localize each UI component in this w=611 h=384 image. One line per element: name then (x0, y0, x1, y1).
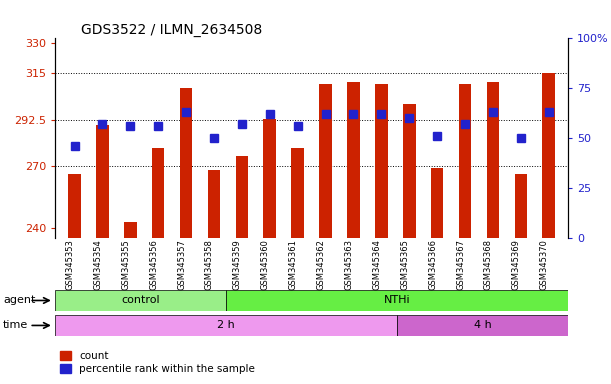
FancyBboxPatch shape (55, 315, 397, 336)
Text: GSM345370: GSM345370 (540, 239, 549, 290)
Bar (291, 147, 304, 238)
Bar (459, 84, 471, 238)
Text: GSM345354: GSM345354 (93, 239, 103, 290)
Text: GSM345353: GSM345353 (65, 239, 75, 290)
Bar (431, 168, 444, 238)
Bar (208, 170, 220, 238)
Bar (236, 156, 248, 238)
Bar (486, 82, 499, 238)
Text: agent: agent (3, 295, 35, 305)
Text: time: time (3, 320, 28, 330)
FancyBboxPatch shape (397, 315, 568, 336)
Text: GSM345359: GSM345359 (233, 239, 242, 290)
Text: GSM345355: GSM345355 (122, 239, 130, 290)
Text: GSM345360: GSM345360 (261, 239, 270, 290)
Bar (320, 84, 332, 238)
Bar (403, 104, 415, 238)
Bar (375, 84, 387, 238)
Text: GSM345367: GSM345367 (456, 239, 465, 290)
Bar (96, 125, 109, 238)
Bar (68, 174, 81, 238)
FancyBboxPatch shape (55, 290, 226, 311)
Text: GSM345357: GSM345357 (177, 239, 186, 290)
Text: NTHi: NTHi (384, 295, 411, 306)
Text: GSM345365: GSM345365 (400, 239, 409, 290)
Text: GSM345358: GSM345358 (205, 239, 214, 290)
Bar (514, 174, 527, 238)
Text: GSM345368: GSM345368 (484, 239, 493, 290)
Text: GDS3522 / ILMN_2634508: GDS3522 / ILMN_2634508 (81, 23, 262, 37)
Text: GSM345363: GSM345363 (345, 239, 353, 290)
Text: 2 h: 2 h (217, 320, 235, 331)
Text: control: control (121, 295, 160, 306)
Bar (543, 73, 555, 238)
Text: GSM345361: GSM345361 (288, 239, 298, 290)
Text: GSM345364: GSM345364 (372, 239, 381, 290)
Bar (152, 147, 164, 238)
Text: GSM345362: GSM345362 (316, 239, 326, 290)
Text: GSM345356: GSM345356 (149, 239, 158, 290)
Text: 4 h: 4 h (474, 320, 492, 331)
FancyBboxPatch shape (226, 290, 568, 311)
Bar (347, 82, 360, 238)
Bar (263, 119, 276, 238)
Bar (180, 88, 192, 238)
Text: GSM345366: GSM345366 (428, 239, 437, 290)
Legend: count, percentile rank within the sample: count, percentile rank within the sample (60, 351, 255, 374)
Bar (124, 222, 137, 238)
Text: GSM345369: GSM345369 (512, 239, 521, 290)
